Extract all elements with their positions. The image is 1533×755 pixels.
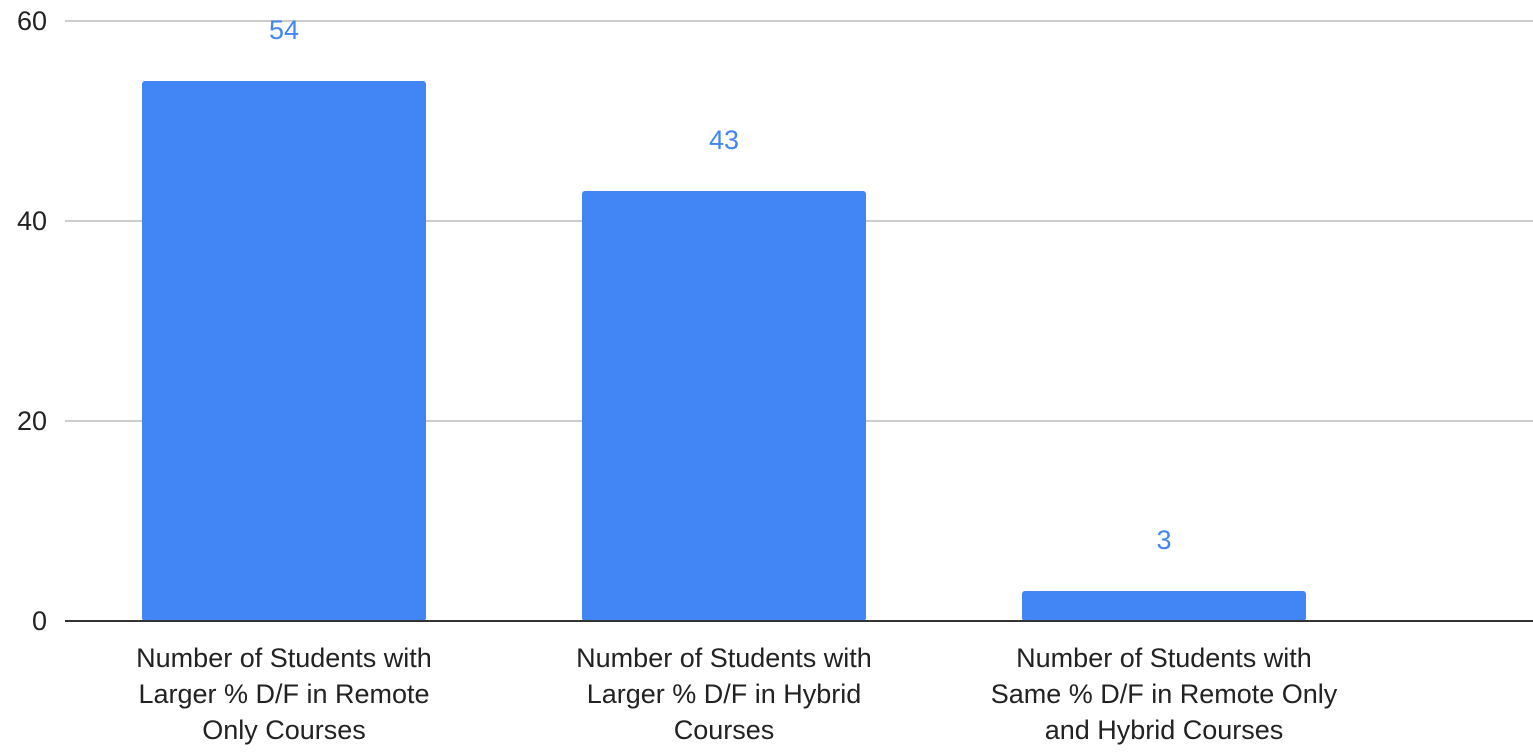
- data-label: 54: [269, 15, 299, 45]
- x-tick-label-line: Number of Students with: [136, 643, 432, 673]
- x-tick-label-line: Larger % D/F in Remote: [138, 679, 429, 709]
- y-tick-label: 40: [17, 206, 47, 236]
- data-label: 43: [709, 125, 739, 155]
- bar: [582, 191, 866, 621]
- y-tick-label: 0: [32, 606, 47, 636]
- x-tick-label-line: Same % D/F in Remote Only: [991, 679, 1338, 709]
- x-tick-label: Number of Students with Same % D/F in Rem…: [991, 643, 1338, 745]
- y-tick-label: 60: [17, 6, 47, 36]
- data-label: 3: [1156, 525, 1171, 555]
- y-axis-ticks: 0 20 40 60: [17, 6, 47, 636]
- x-tick-label-line: and Hybrid Courses: [1045, 715, 1284, 745]
- bars: [142, 81, 1306, 621]
- data-labels: 54 43 3: [269, 15, 1172, 555]
- x-tick-label: Number of Students with Larger % D/F in R…: [136, 643, 432, 745]
- x-tick-label-line: Number of Students with: [1016, 643, 1312, 673]
- x-axis-ticks: Number of Students with Larger % D/F in R…: [136, 643, 1338, 745]
- x-tick-label-line: Only Courses: [202, 715, 366, 745]
- y-tick-label: 20: [17, 406, 47, 436]
- bar: [142, 81, 426, 621]
- x-tick-label-line: Courses: [674, 715, 775, 745]
- x-tick-label-line: Number of Students with: [576, 643, 872, 673]
- x-tick-label: Number of Students with Larger % D/F in H…: [576, 643, 872, 745]
- bar: [1022, 591, 1306, 621]
- x-tick-label-line: Larger % D/F in Hybrid: [587, 679, 862, 709]
